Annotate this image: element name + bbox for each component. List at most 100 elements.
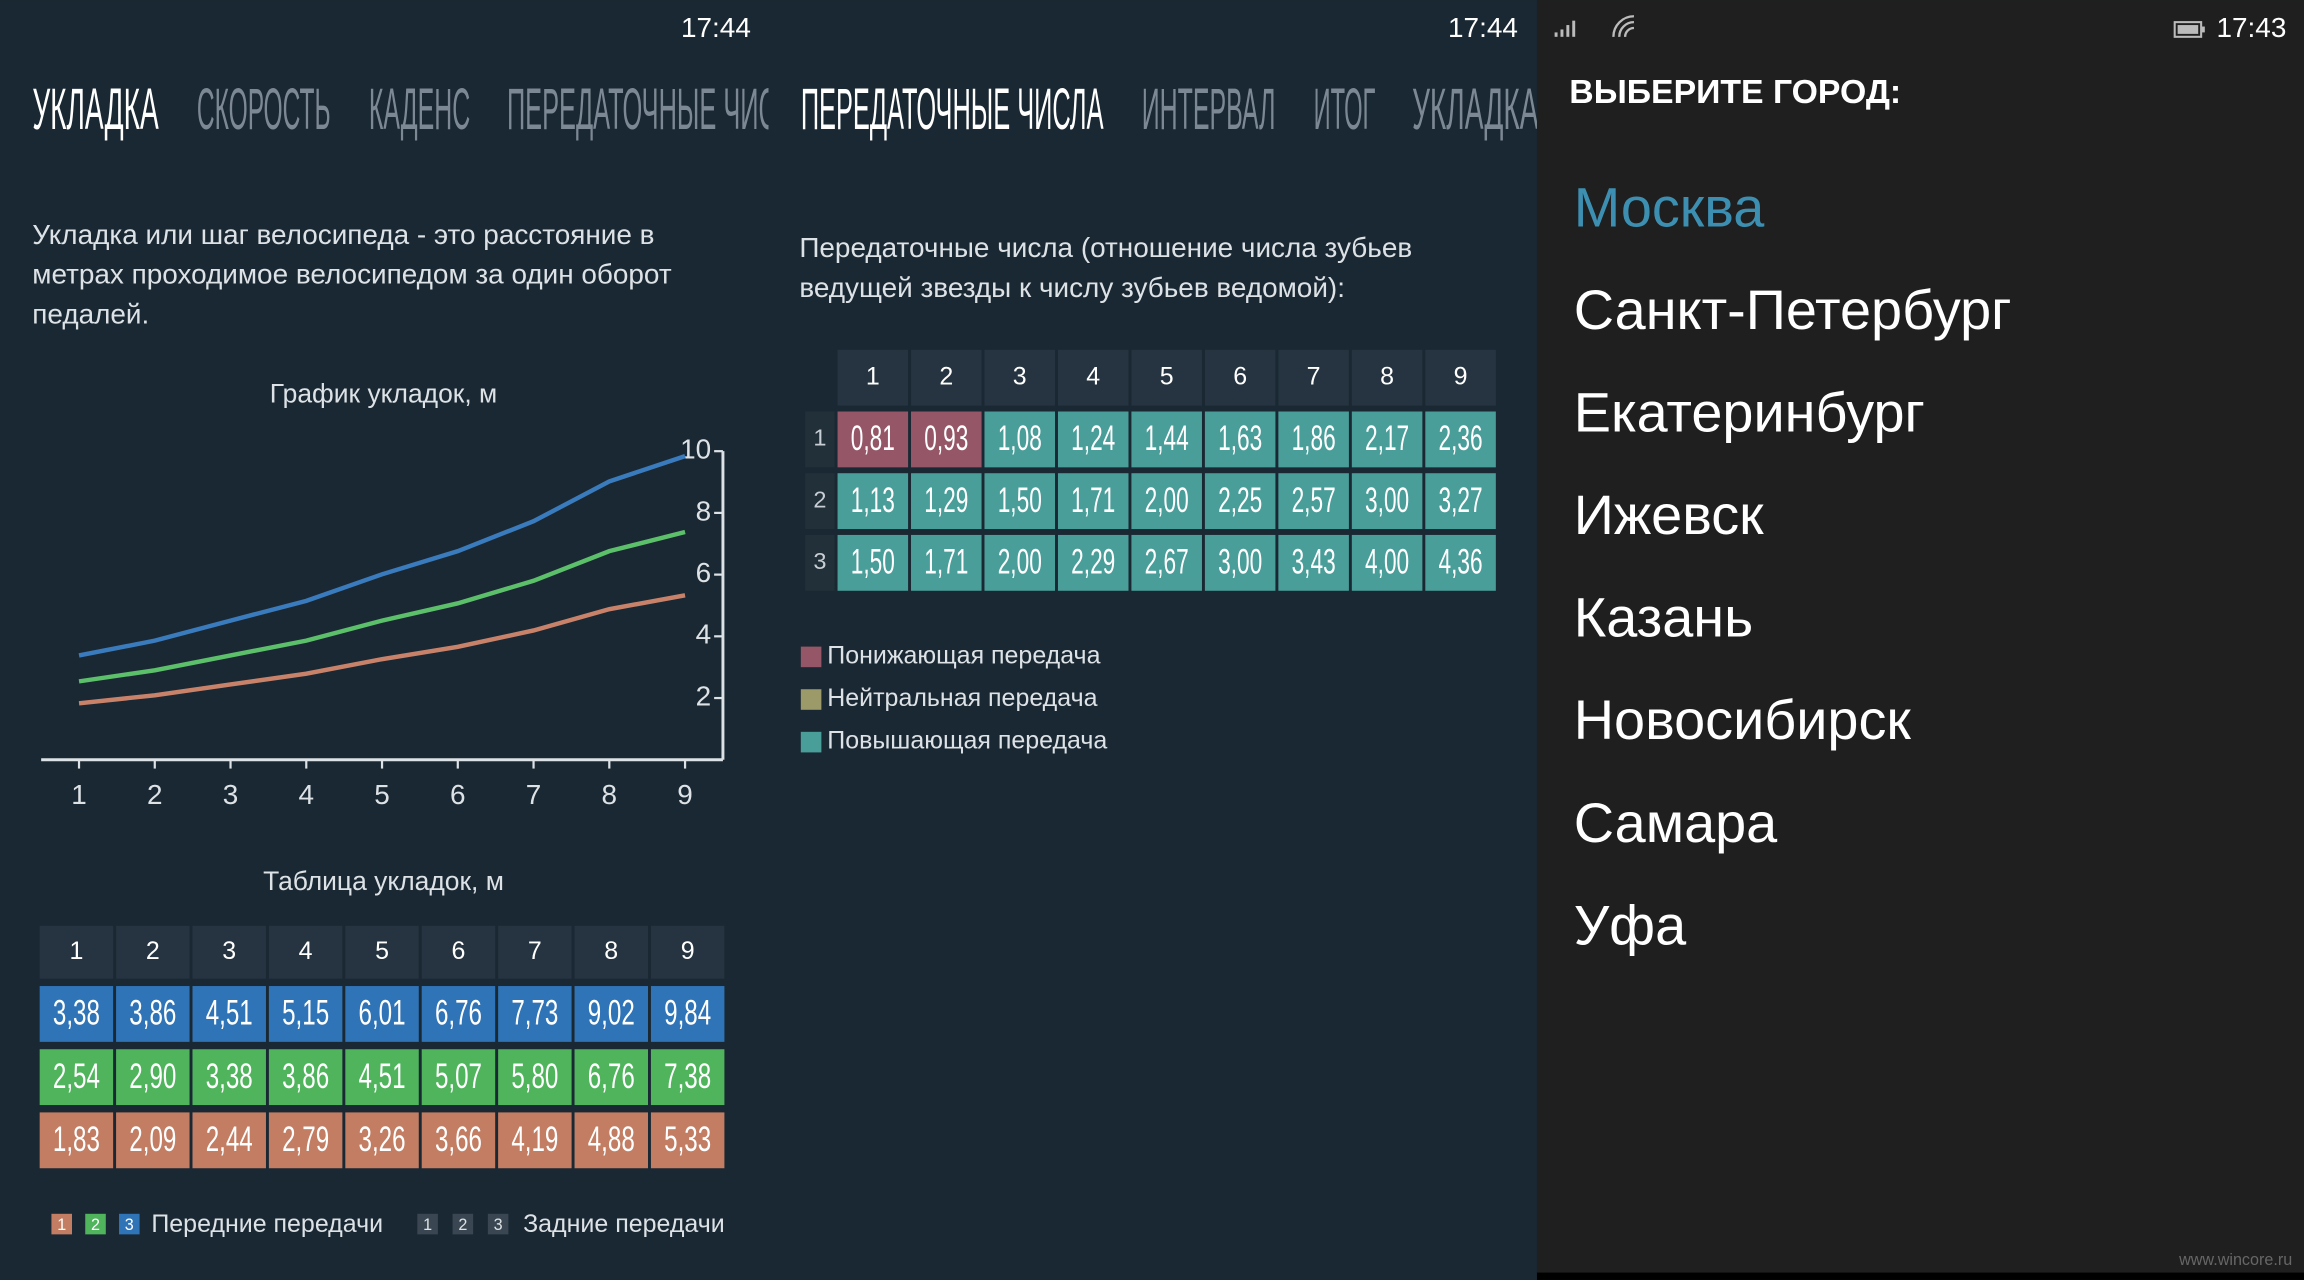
table-cell bbox=[192, 1112, 266, 1169]
x-tick-label: 6 bbox=[450, 779, 466, 810]
cell-value: 3,86 bbox=[129, 994, 176, 1033]
cell-value: 2,00 bbox=[1145, 481, 1189, 520]
header-label: 1 bbox=[69, 937, 83, 965]
table-cell bbox=[1204, 534, 1276, 591]
table-cell bbox=[1204, 411, 1276, 468]
city-item[interactable]: Уфа bbox=[1574, 893, 1687, 956]
screen-title: ВЫБЕРИТЕ ГОРОД: bbox=[1569, 73, 1901, 111]
city-item[interactable]: Новосибирск bbox=[1574, 688, 1912, 751]
y-tick-label: 4 bbox=[696, 619, 712, 650]
header-cell bbox=[1204, 349, 1276, 406]
header-cell bbox=[498, 925, 572, 979]
header-cell bbox=[984, 349, 1056, 406]
cell-value: 1,24 bbox=[1071, 419, 1115, 458]
row-label: 1 bbox=[813, 425, 826, 451]
city-item[interactable]: Ижевск bbox=[1574, 483, 1764, 546]
cell-value: 6,76 bbox=[435, 994, 482, 1033]
city-item[interactable]: Москва bbox=[1574, 175, 1766, 238]
legend-key bbox=[51, 1213, 72, 1235]
city-item[interactable]: Екатеринбург bbox=[1574, 381, 1925, 444]
tab[interactable]: КАДЕНС bbox=[369, 77, 470, 142]
chart-title: График укладок, м bbox=[270, 378, 497, 408]
legend-key bbox=[417, 1213, 438, 1235]
table-title: Таблица укладок, м bbox=[263, 866, 504, 896]
cell-value: 1,71 bbox=[924, 543, 968, 582]
table-cell bbox=[574, 986, 648, 1042]
table-cell bbox=[268, 986, 343, 1042]
table-cell bbox=[39, 986, 114, 1042]
legend-key bbox=[487, 1213, 509, 1235]
x-tick-label: 9 bbox=[677, 779, 693, 810]
header-label: 3 bbox=[222, 937, 236, 965]
table-cell bbox=[268, 1112, 343, 1169]
table-cell bbox=[421, 1049, 496, 1106]
cell-value: 2,29 bbox=[1071, 543, 1115, 582]
cell-value: 2,25 bbox=[1218, 481, 1262, 520]
table-cell bbox=[192, 1049, 266, 1106]
city-item[interactable]: Казань bbox=[1574, 586, 1754, 649]
status-time: 17:44 bbox=[681, 12, 751, 43]
header-cell bbox=[116, 925, 190, 979]
city-item[interactable]: Санкт-Петербург bbox=[1574, 278, 2012, 341]
cell-value: 3,26 bbox=[359, 1120, 406, 1159]
cell-value: 1,86 bbox=[1292, 419, 1336, 458]
cell-value: 1,50 bbox=[998, 481, 1042, 520]
tab[interactable]: УКЛАДКА bbox=[1412, 77, 1539, 142]
cell-value: 1,13 bbox=[851, 481, 895, 520]
cell-value: 2,36 bbox=[1439, 419, 1483, 458]
table-cell bbox=[345, 1112, 419, 1169]
cell-value: 3,86 bbox=[282, 1057, 329, 1096]
city-item[interactable]: Самара bbox=[1574, 791, 1778, 854]
legend-key-label: 3 bbox=[125, 1216, 134, 1234]
header-label: 2 bbox=[939, 362, 953, 390]
tab[interactable]: СКОРОСТЬ bbox=[197, 77, 331, 142]
line-series bbox=[78, 593, 686, 706]
header-cell bbox=[345, 925, 419, 979]
line-series bbox=[78, 454, 686, 658]
table-cell bbox=[1204, 473, 1276, 530]
header-cell bbox=[1351, 349, 1423, 406]
table-cell bbox=[1131, 473, 1202, 530]
header-label: 6 bbox=[452, 937, 466, 965]
header-cell bbox=[192, 925, 266, 979]
cell-value: 2,54 bbox=[53, 1057, 100, 1096]
table-cell bbox=[1057, 473, 1129, 530]
header-cell bbox=[1131, 349, 1202, 406]
description: Передаточные числа (отношение числа зубь… bbox=[799, 232, 1412, 263]
table-cell bbox=[39, 1112, 114, 1169]
row-label-cell bbox=[805, 534, 835, 591]
x-tick-label: 3 bbox=[223, 779, 239, 810]
cell-value: 2,90 bbox=[129, 1057, 176, 1096]
header-label: 3 bbox=[1013, 362, 1027, 390]
cell-value: 1,83 bbox=[53, 1120, 100, 1159]
tab[interactable]: УКЛАДКА bbox=[32, 77, 159, 142]
table-cell bbox=[911, 411, 982, 468]
cell-value: 1,29 bbox=[924, 481, 968, 520]
legend-key bbox=[119, 1213, 140, 1235]
cell-value: 3,43 bbox=[1292, 543, 1336, 582]
table-cell bbox=[574, 1049, 648, 1106]
y-tick-label: 2 bbox=[696, 680, 712, 711]
watermark: www.wincore.ru bbox=[2178, 1251, 2292, 1269]
cell-value: 5,80 bbox=[511, 1057, 558, 1096]
header-label: 4 bbox=[299, 937, 313, 965]
x-tick-label: 4 bbox=[299, 779, 315, 810]
header-cell bbox=[837, 349, 909, 406]
cell-value: 6,76 bbox=[588, 1057, 635, 1096]
tab[interactable]: ИНТЕРВАЛ bbox=[1142, 77, 1276, 142]
tab[interactable]: ПЕРЕДАТОЧНЫЕ ЧИСЛА bbox=[801, 77, 1104, 142]
table-cell bbox=[268, 1049, 343, 1106]
table-cell bbox=[1057, 411, 1129, 468]
header-label: 8 bbox=[604, 937, 618, 965]
header-cell bbox=[39, 925, 114, 979]
line-series bbox=[78, 529, 686, 684]
cell-value: 3,00 bbox=[1365, 481, 1409, 520]
row-label: 3 bbox=[813, 548, 826, 574]
tab[interactable]: ИТОГ bbox=[1314, 77, 1376, 142]
row-label-cell bbox=[805, 473, 835, 530]
cell-value: 3,00 bbox=[1218, 543, 1262, 582]
description: ведущей звезды к числу зубьев ведомой): bbox=[799, 272, 1345, 303]
tab[interactable]: ПЕРЕДАТОЧНЫЕ ЧИСЛА bbox=[507, 77, 810, 142]
